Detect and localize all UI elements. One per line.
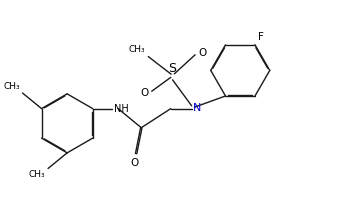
Text: O: O (141, 88, 149, 98)
Text: CH₃: CH₃ (3, 82, 20, 91)
Text: CH₃: CH₃ (129, 45, 146, 54)
Text: O: O (198, 48, 206, 58)
Text: F: F (258, 32, 265, 42)
Text: CH₃: CH₃ (28, 170, 45, 179)
Text: S: S (168, 62, 176, 75)
Text: O: O (130, 158, 138, 168)
Text: NH: NH (114, 104, 128, 114)
Text: N: N (193, 103, 201, 113)
